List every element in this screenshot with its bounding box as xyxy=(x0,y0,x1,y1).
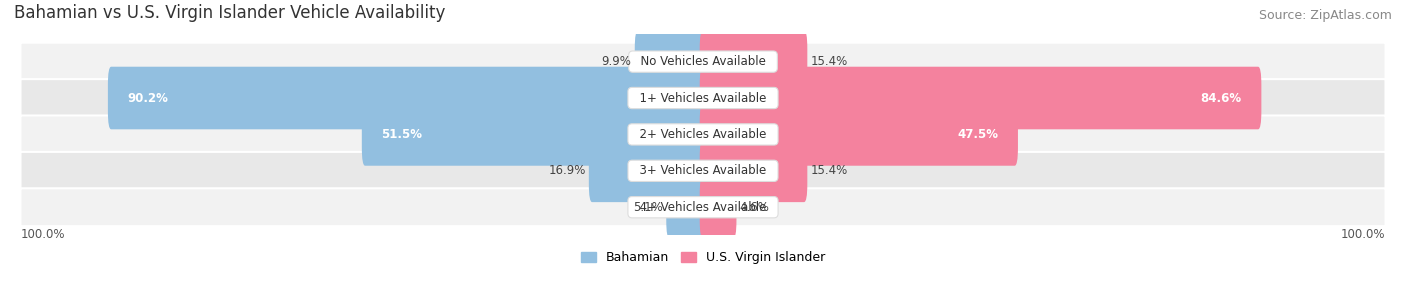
FancyBboxPatch shape xyxy=(361,103,706,166)
Text: 100.0%: 100.0% xyxy=(21,229,65,241)
Text: 51.5%: 51.5% xyxy=(381,128,422,141)
Text: Source: ZipAtlas.com: Source: ZipAtlas.com xyxy=(1258,9,1392,22)
Text: 15.4%: 15.4% xyxy=(811,164,848,177)
Text: 4+ Vehicles Available: 4+ Vehicles Available xyxy=(633,201,773,214)
FancyBboxPatch shape xyxy=(666,176,706,239)
Text: 4.6%: 4.6% xyxy=(740,201,769,214)
Text: 15.4%: 15.4% xyxy=(811,55,848,68)
FancyBboxPatch shape xyxy=(21,116,1385,153)
Text: 2+ Vehicles Available: 2+ Vehicles Available xyxy=(633,128,773,141)
FancyBboxPatch shape xyxy=(589,140,706,202)
Text: 84.6%: 84.6% xyxy=(1201,92,1241,104)
FancyBboxPatch shape xyxy=(21,43,1385,81)
Text: 47.5%: 47.5% xyxy=(957,128,998,141)
Text: Bahamian vs U.S. Virgin Islander Vehicle Availability: Bahamian vs U.S. Virgin Islander Vehicle… xyxy=(14,4,446,22)
FancyBboxPatch shape xyxy=(700,103,1018,166)
Text: 1+ Vehicles Available: 1+ Vehicles Available xyxy=(633,92,773,104)
Text: No Vehicles Available: No Vehicles Available xyxy=(633,55,773,68)
Text: 100.0%: 100.0% xyxy=(1341,229,1385,241)
FancyBboxPatch shape xyxy=(21,152,1385,190)
Text: 3+ Vehicles Available: 3+ Vehicles Available xyxy=(633,164,773,177)
FancyBboxPatch shape xyxy=(700,30,807,93)
Text: 16.9%: 16.9% xyxy=(548,164,585,177)
FancyBboxPatch shape xyxy=(700,67,1261,129)
Text: 9.9%: 9.9% xyxy=(602,55,631,68)
FancyBboxPatch shape xyxy=(700,176,737,239)
FancyBboxPatch shape xyxy=(108,67,706,129)
Text: 90.2%: 90.2% xyxy=(128,92,169,104)
Legend: Bahamian, U.S. Virgin Islander: Bahamian, U.S. Virgin Islander xyxy=(581,251,825,264)
FancyBboxPatch shape xyxy=(700,140,807,202)
FancyBboxPatch shape xyxy=(21,79,1385,117)
FancyBboxPatch shape xyxy=(634,30,706,93)
FancyBboxPatch shape xyxy=(21,188,1385,226)
Text: 5.1%: 5.1% xyxy=(633,201,664,214)
